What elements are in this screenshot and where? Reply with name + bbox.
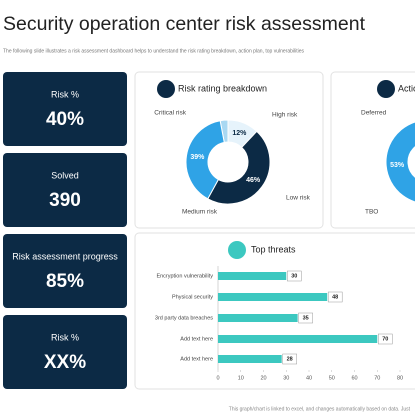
category-label: Medium risk — [182, 209, 218, 216]
category-label: Add text here — [180, 336, 213, 342]
value-label: 70 — [382, 336, 388, 342]
kpi-label: Risk assessment progress — [12, 251, 118, 261]
donut-segment — [385, 121, 415, 203]
slide-subtitle: The following slide illustrates a risk a… — [3, 48, 304, 54]
kpi-card — [3, 234, 127, 308]
x-tick-label: 50 — [329, 375, 335, 381]
x-tick-label: 60 — [351, 375, 357, 381]
value-label: 28 — [287, 356, 293, 362]
panel — [134, 71, 324, 229]
icon — [157, 80, 175, 98]
value-box — [298, 312, 313, 324]
kpi-card — [3, 153, 127, 227]
value-label: 48 — [332, 294, 338, 300]
bar — [218, 272, 287, 280]
bar — [218, 335, 378, 343]
x-tick-label: 40 — [306, 375, 312, 381]
kpi-value: 85% — [46, 271, 84, 292]
donut-segment — [207, 130, 271, 205]
kpi-card — [3, 72, 127, 146]
x-tick-label: 80 — [397, 375, 403, 381]
value-box — [327, 291, 343, 303]
slide-title: Security operation center risk assessmen… — [3, 13, 366, 35]
category-label: Encryption vulnerability — [156, 273, 213, 279]
bar — [218, 314, 298, 322]
panel — [330, 71, 415, 229]
x-tick-label: 20 — [260, 375, 266, 381]
value-label: 35 — [303, 315, 309, 321]
bar — [218, 355, 282, 363]
kpi-value: 390 — [49, 190, 81, 211]
category-label: Critical risk — [154, 110, 187, 117]
category-label: TBO — [365, 209, 378, 216]
value-label: 30 — [291, 273, 297, 279]
chart-title: Top threats — [251, 244, 296, 254]
category-label: High risk — [272, 112, 298, 119]
kpi-label: Risk % — [51, 89, 79, 99]
category-label: Add text here — [180, 356, 213, 362]
x-tick-label: 10 — [238, 375, 244, 381]
panel — [134, 232, 415, 390]
footer: This graph/chart is linked to excel, and… — [229, 406, 411, 412]
x-tick-label: 30 — [283, 375, 289, 381]
category-label: 3rd party data breaches — [155, 315, 213, 321]
category-label: Physical security — [172, 294, 213, 300]
category-label: Deferred — [361, 110, 387, 117]
donut-segment — [185, 120, 225, 200]
value-label: 53% — [390, 162, 405, 169]
value-label: 46% — [246, 177, 261, 184]
kpi-value: 40% — [46, 109, 84, 130]
kpi-label: Risk % — [51, 332, 79, 342]
kpi-value: XX% — [44, 352, 86, 373]
kpi-label: Solved — [51, 170, 79, 180]
value-label: 39% — [190, 154, 205, 161]
kpi-card — [3, 315, 127, 389]
x-tick-label: 0 — [216, 375, 219, 381]
icon — [377, 80, 395, 98]
bar — [218, 293, 328, 301]
category-label: Low risk — [286, 195, 311, 202]
icon — [228, 241, 246, 259]
value-label: 12% — [232, 130, 247, 137]
value-box — [378, 333, 393, 345]
chart-title: Action plan — [398, 83, 415, 93]
value-box — [287, 270, 302, 282]
x-tick-label: 70 — [374, 375, 380, 381]
value-box — [282, 353, 297, 365]
chart-title: Risk rating breakdown — [178, 83, 267, 93]
